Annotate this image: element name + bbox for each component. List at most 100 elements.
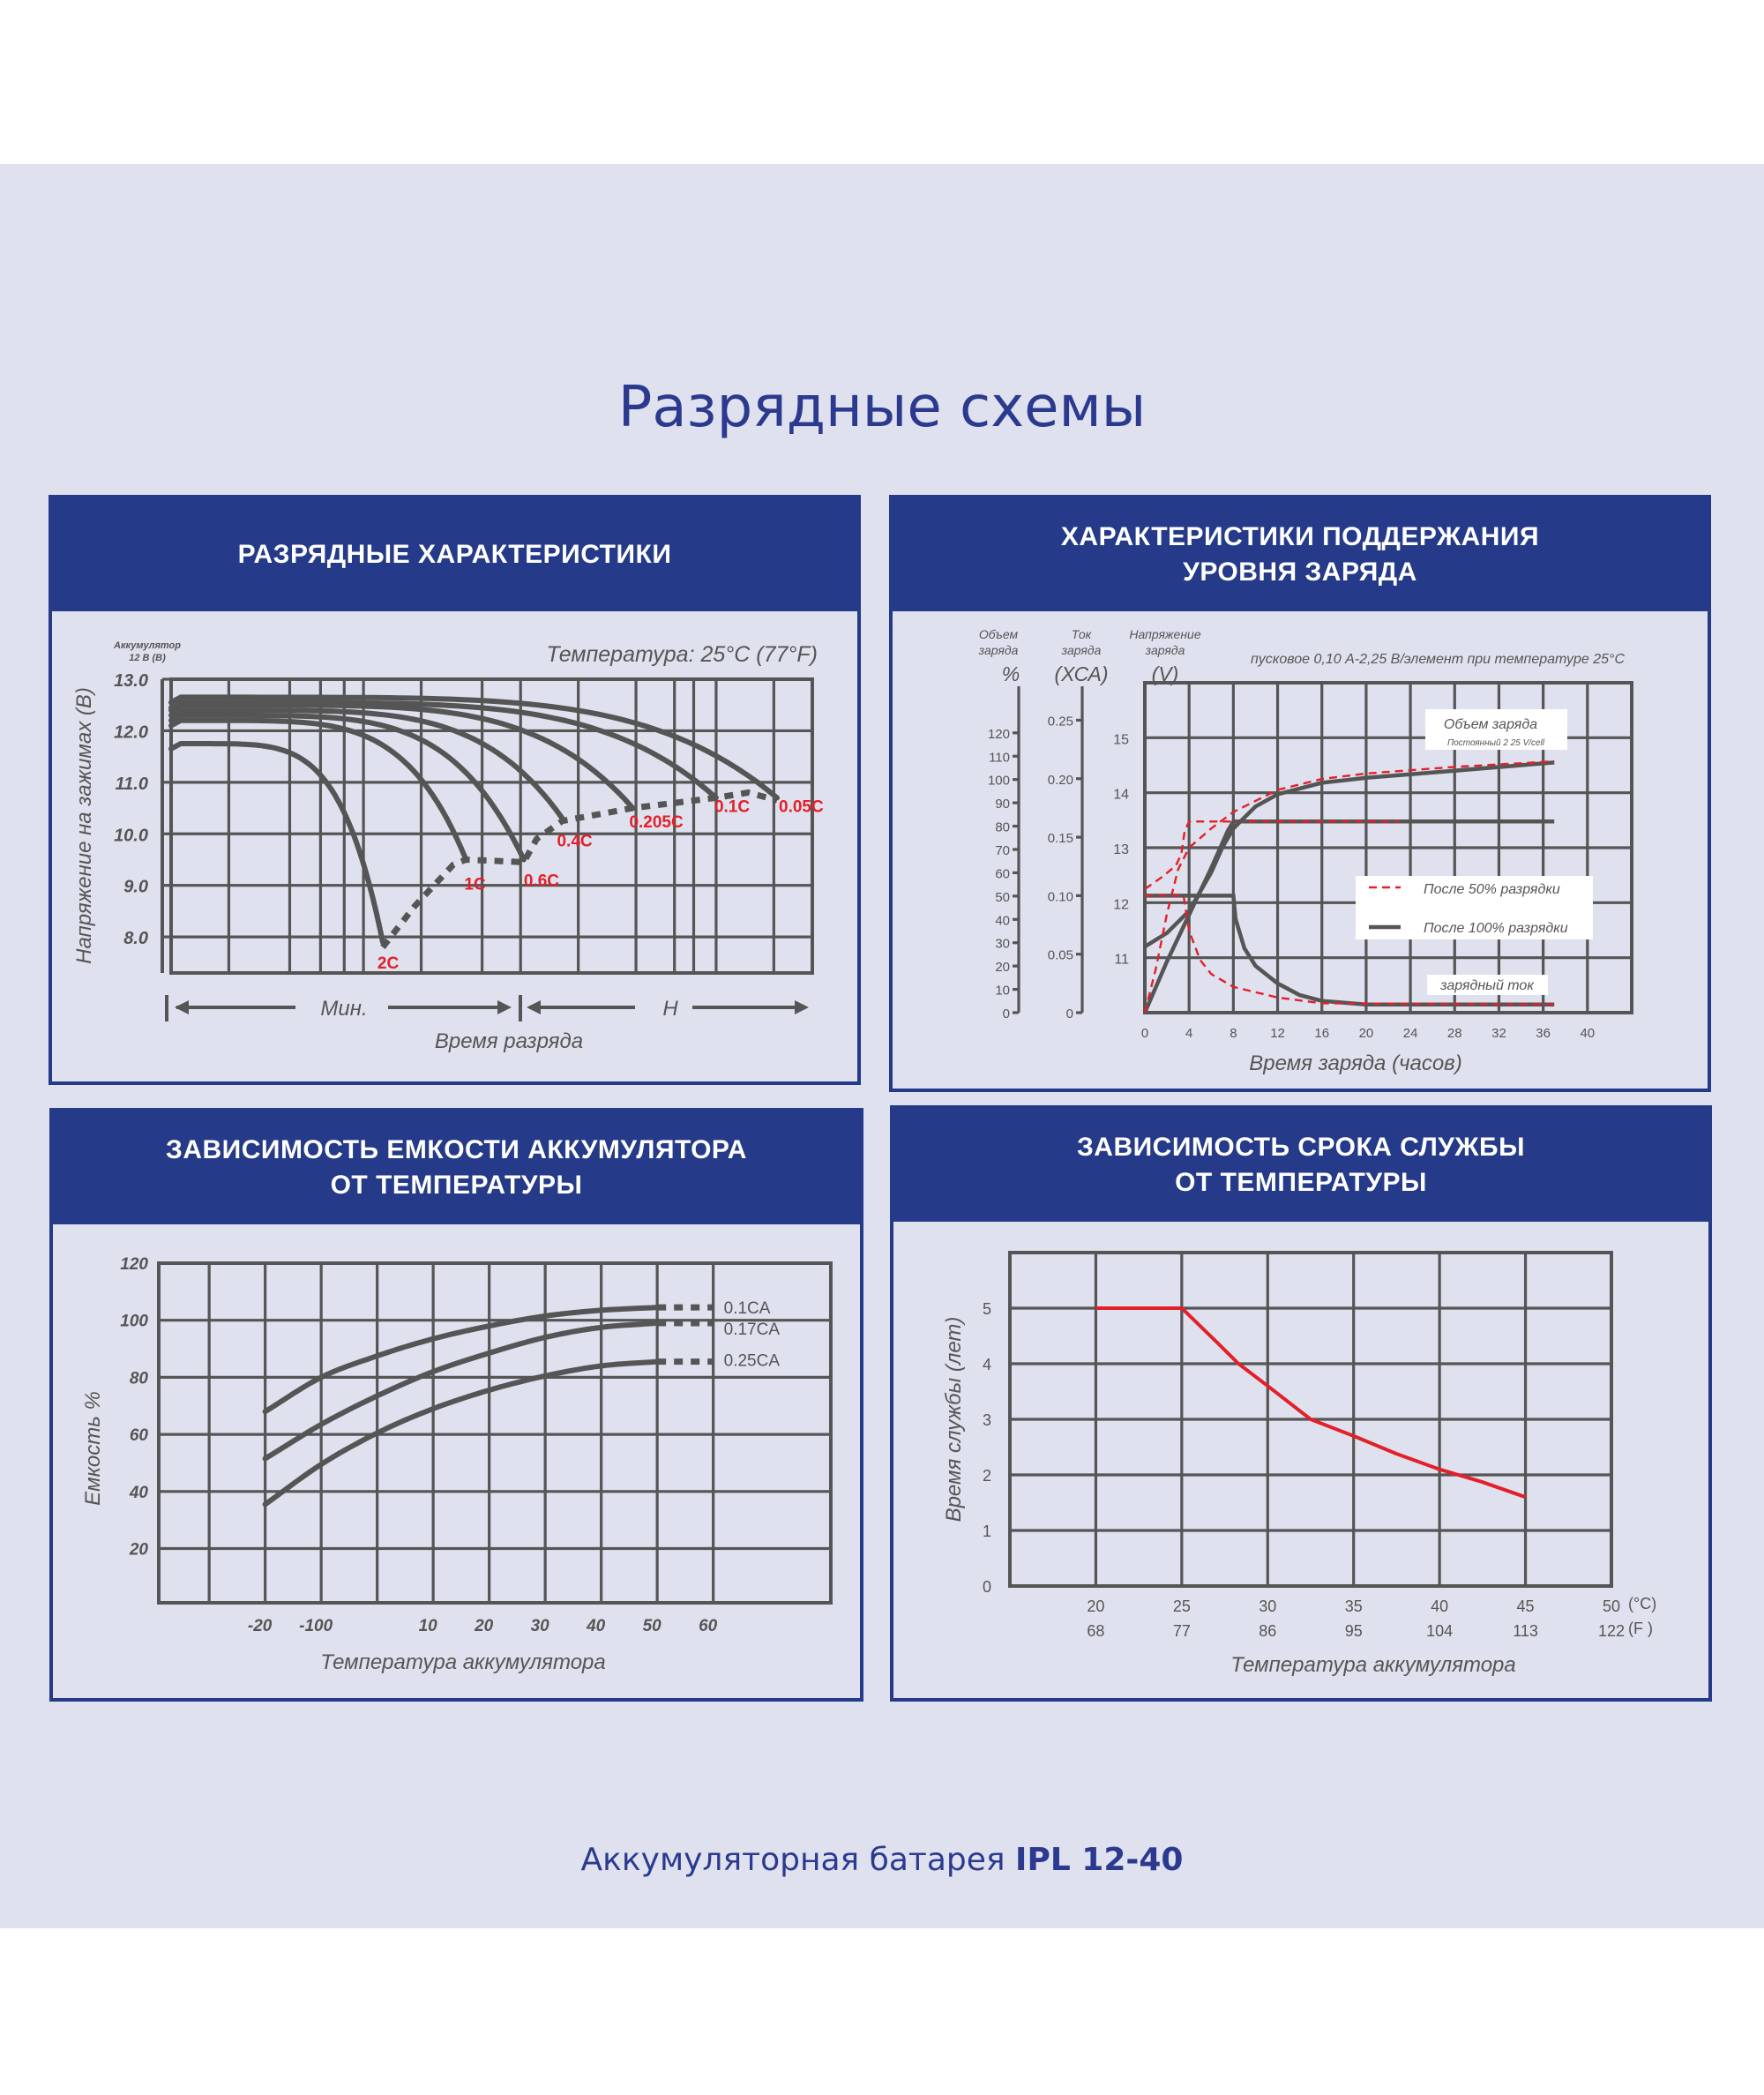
- panel-title-line1: ЗАВИСИМОСТЬ СРОКА СЛУЖБЫ: [1077, 1133, 1525, 1162]
- curve-label: 0.17CA: [724, 1321, 781, 1339]
- x-tick-label: 30: [531, 1617, 550, 1635]
- x-tick-label-f: 122: [1598, 1622, 1625, 1640]
- axis-unit: (ХСА): [1054, 662, 1108, 685]
- percent-tick-label: 0: [1003, 1006, 1010, 1021]
- v-tick-label: 15: [1113, 732, 1129, 747]
- curve-label: 0.4C: [557, 833, 592, 851]
- x-tick-label: 50: [643, 1617, 662, 1635]
- temperature-annotation: Температура: 25°C (77°F): [546, 642, 818, 667]
- percent-tick-label: 80: [995, 820, 1010, 835]
- panel-title-line1: ХАРАКТЕРИСТИКИ ПОДДЕРЖАНИЯ: [1060, 522, 1540, 551]
- panel-header: ХАРАКТЕРИСТИКИ ПОДДЕРЖАНИЯ УРОВНЯ ЗАРЯДА: [893, 498, 1708, 611]
- y-tick-label: 20: [129, 1541, 149, 1560]
- percent-tick-label: 40: [995, 913, 1010, 928]
- unit-fahrenheit: (F ): [1628, 1620, 1653, 1637]
- panel-life-temperature: ЗАВИСИМОСТЬ СРОКА СЛУЖБЫ ОТ ТЕМПЕРАТУРЫ: [890, 1105, 1712, 1702]
- curve-label: 0.6C: [524, 872, 559, 890]
- service-life-curve: [1095, 1306, 1527, 1500]
- curve-label: 0.25CA: [724, 1352, 781, 1371]
- x-tick-label-c: 25: [1173, 1597, 1191, 1615]
- x-tick-label-c: 45: [1517, 1597, 1535, 1615]
- x-tick-label-f: 86: [1259, 1622, 1276, 1640]
- charge-series: [1143, 759, 1555, 1014]
- capacity-curve-0.1CA: [262, 1305, 661, 1415]
- y-tick-label: 2: [983, 1467, 991, 1485]
- percent-tick-label: 60: [995, 866, 1010, 881]
- panel-title-line2: УРОВНЯ ЗАРЯДА: [1183, 557, 1417, 587]
- curve-label: 0.1CA: [724, 1299, 771, 1318]
- current-tick-label: 0.10: [1048, 889, 1073, 904]
- discharge-curve-0.1C: [168, 700, 719, 801]
- discharge-curve-0.05C: [168, 694, 780, 801]
- y-tick-label: 120: [120, 1255, 148, 1274]
- v-tick-label: 12: [1113, 897, 1129, 912]
- range-minutes: Мин.: [320, 997, 367, 1021]
- capacity-curve-0.25CA: [262, 1358, 661, 1508]
- arrow-left-icon: [527, 1000, 541, 1014]
- percent-tick-label: 90: [995, 797, 1010, 812]
- percent-tick-label: 10: [995, 984, 1010, 999]
- battery-label: 12 В (В): [129, 653, 166, 663]
- curve-label: 2C: [377, 954, 400, 973]
- x-tick-label: 16: [1314, 1026, 1329, 1041]
- x-tick-label-f: 95: [1345, 1622, 1363, 1640]
- x-tick-label-c: 20: [1087, 1597, 1104, 1615]
- y-tick-label: 80: [130, 1369, 149, 1388]
- plot-frame: [1143, 681, 1633, 1014]
- current-tick-label: 0.20: [1048, 773, 1073, 788]
- y-tick-label: 10.0: [114, 826, 148, 845]
- axis-header: заряда: [1061, 643, 1102, 657]
- charge-series: [1145, 894, 1555, 1006]
- current-tick-label: 0.15: [1048, 831, 1073, 846]
- chart-subtitle: пусковое 0,10 А-2,25 В/элемент при темпе…: [1251, 652, 1625, 667]
- y-tick-label: 0: [983, 1578, 991, 1596]
- x-tick-label: 28: [1447, 1026, 1462, 1041]
- axis-header: заряда: [1145, 643, 1185, 657]
- x-tick-label: -20: [248, 1617, 273, 1635]
- y-axis-title: Время службы (лет): [942, 1317, 966, 1523]
- x-tick-label: 0: [1141, 1026, 1148, 1041]
- plot-frame: [157, 1261, 833, 1605]
- legend-subtitle: Постоянный 2 25 V/cell: [1447, 738, 1545, 748]
- charge-series: [1143, 760, 1555, 949]
- y-axis-title: Напряжение на зажимах (В): [72, 687, 96, 964]
- x-tick-label-f: 104: [1426, 1622, 1453, 1640]
- x-axis-title: Время заряда (часов): [1249, 1051, 1461, 1075]
- charge-series: [1145, 894, 1555, 1006]
- discharge-curve-2C: [168, 741, 385, 945]
- percent-tick-label: 50: [995, 890, 1010, 905]
- discharge-curve-0.4C: [168, 707, 565, 821]
- x-tick-label-c: 40: [1431, 1597, 1448, 1615]
- y-tick-label: 13.0: [114, 671, 148, 691]
- curve-label: 0.1C: [714, 797, 750, 816]
- panel-header: РАЗРЯДНЫЕ ХАРАКТЕРИСТИКИ: [52, 498, 857, 611]
- footer-caption: Аккумуляторная батарея IPL 12-40: [0, 1842, 1764, 1878]
- x-tick-label-f: 113: [1513, 1622, 1538, 1640]
- footer-prefix: Аккумуляторная батарея: [580, 1842, 1016, 1878]
- axis-header: заряда: [978, 643, 1019, 657]
- panel-title-line1: ЗАВИСИМОСТЬ ЕМКОСТИ АККУМУЛЯТОРА: [166, 1135, 747, 1164]
- y-tick-label: 9.0: [123, 878, 148, 897]
- y-tick-label: 40: [129, 1484, 149, 1502]
- legend-label-50: После 50% разрядки: [1424, 882, 1560, 897]
- cutoff-line: [380, 789, 778, 949]
- x-tick-label: 10: [419, 1617, 438, 1635]
- y-axis-title: Емкость %: [81, 1391, 105, 1506]
- axis-unit: %: [1002, 662, 1020, 685]
- x-tick-label: 40: [586, 1617, 606, 1635]
- x-tick-label: 20: [474, 1617, 494, 1635]
- unit-celsius: (°C): [1628, 1595, 1656, 1612]
- arrow-right-icon: [795, 1000, 809, 1014]
- axis-header: Напряжение: [1129, 627, 1200, 641]
- x-tick-label: 40: [1580, 1026, 1595, 1041]
- x-axis-title: Температура аккумулятора: [1230, 1653, 1516, 1677]
- panel-header: ЗАВИСИМОСТЬ ЕМКОСТИ АККУМУЛЯТОРА ОТ ТЕМПЕ…: [53, 1111, 860, 1224]
- x-axis-title: Время разряда: [435, 1029, 583, 1053]
- x-tick-label: 4: [1185, 1026, 1192, 1041]
- legend-title: Объем заряда: [1444, 717, 1537, 732]
- y-tick-label: 12.0: [114, 722, 148, 742]
- x-tick-label: -100: [299, 1617, 333, 1635]
- battery-label: Аккумулятор: [113, 640, 181, 651]
- x-tick-label-f: 77: [1173, 1622, 1191, 1640]
- curve-label: 0.205C: [629, 813, 684, 832]
